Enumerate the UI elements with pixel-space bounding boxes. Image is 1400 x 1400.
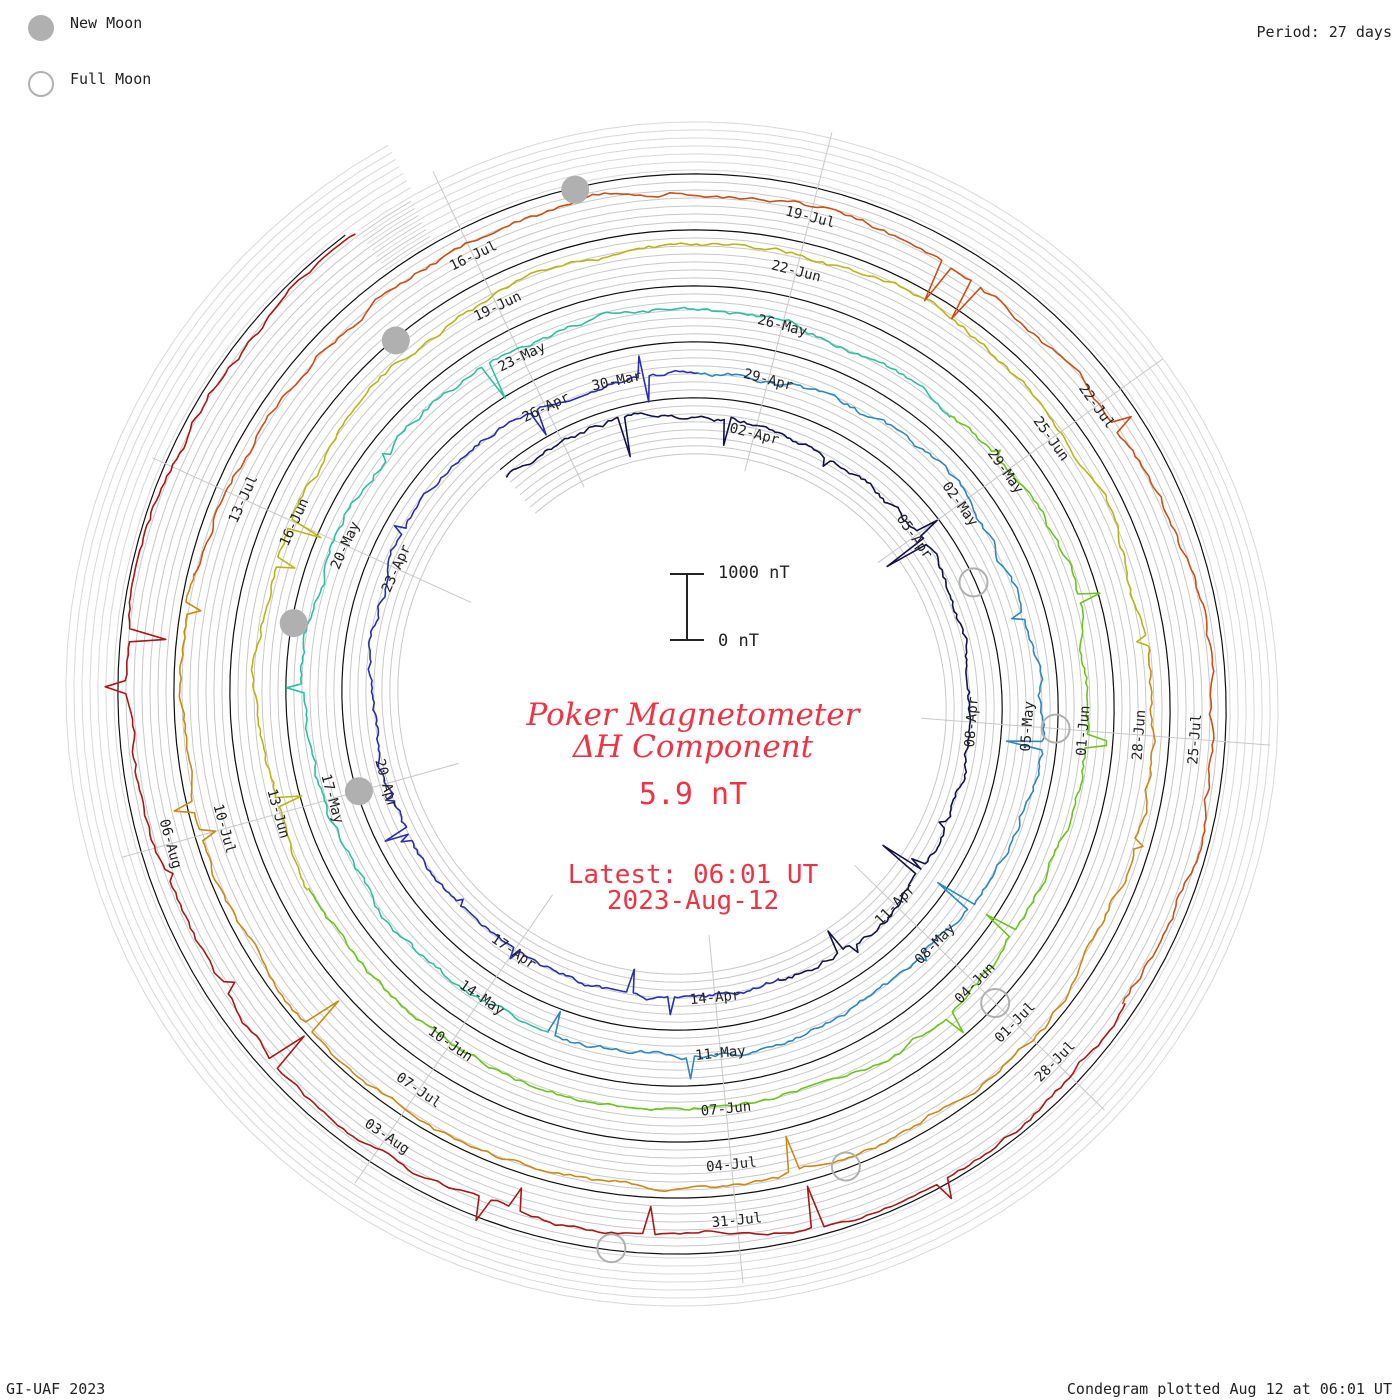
- magnetometer-trace-segment: [307, 414, 1108, 1111]
- date-tick-label: 08-Apr: [962, 696, 982, 748]
- grid-spiral-outer: [97, 153, 1247, 1275]
- day-spoke: [877, 358, 1163, 564]
- day-spoke: [921, 717, 1271, 746]
- date-tick-label: 26-Apr: [520, 390, 573, 426]
- latest-time: Latest: 06:01 UT: [567, 860, 819, 890]
- day-spoke: [708, 934, 744, 1284]
- magnetometer-trace-segment: [285, 306, 951, 1034]
- full-moon-marker: [980, 988, 1011, 1018]
- date-tick-label: 05-May: [1018, 701, 1038, 753]
- full-moon-legend-icon: [28, 71, 54, 97]
- day-spoke: [354, 894, 554, 1184]
- date-tick-label: 07-Jun: [700, 1099, 752, 1120]
- new-moon-marker: [344, 777, 373, 806]
- grid-spiral: [125, 181, 1219, 1247]
- date-tick-label: 14-Apr: [689, 987, 741, 1008]
- grid-spiral-outer: [89, 145, 1255, 1283]
- baseline-spiral: [117, 173, 1227, 1255]
- date-tick-label: 23-May: [496, 339, 549, 375]
- scale-bottom-label: 0 nT: [718, 631, 759, 651]
- magnetometer-trace-segment: [104, 233, 1126, 1236]
- grid-spiral-outer: [113, 169, 1231, 1259]
- magnetometer-trace-segment: [173, 573, 1156, 1193]
- new-moon-marker: [381, 326, 410, 355]
- date-tick-label: 28-Jun: [1129, 709, 1149, 761]
- current-value: 5.9 nT: [638, 777, 748, 812]
- date-tick-label: 19-Jun: [471, 289, 524, 325]
- day-spoke: [744, 132, 833, 472]
- baseline-spiral-path: [117, 173, 1227, 1255]
- grid-spiral: [141, 197, 1203, 1231]
- credit-label: GI-UAF 2023: [6, 1380, 106, 1398]
- full-moon-marker: [830, 1151, 861, 1182]
- new-moon-legend-icon: [28, 15, 54, 41]
- day-spoke: [854, 864, 1105, 1111]
- day-spoke: [152, 457, 472, 603]
- grid-spiral-outer: [65, 121, 1279, 1307]
- full-moon-marker: [958, 567, 989, 598]
- full-moon-marker: [596, 1233, 627, 1264]
- latest-date: 2023-Aug-12: [606, 886, 780, 916]
- date-tick-label: 31-Jul: [711, 1210, 763, 1231]
- new-moon-legend-label: New Moon: [70, 14, 143, 32]
- date-tick-label: 25-Jul: [1185, 713, 1205, 765]
- magnetometer-trace-segment: [193, 192, 1215, 1005]
- period-label: Period: 27 days: [1256, 23, 1392, 41]
- magnetometer-trace-segment: [250, 242, 1151, 891]
- chart-title-line2: ΔH Component: [572, 729, 814, 765]
- day-spokes: [121, 132, 1271, 1284]
- magnetometer-trace-segment: [505, 412, 972, 981]
- grid-spiral: [165, 221, 1179, 1207]
- date-tick-label: 01-Jun: [1074, 705, 1094, 757]
- grid-spiral-outer: [105, 161, 1239, 1267]
- full-moon-legend-label: Full Moon: [70, 70, 152, 88]
- new-moon-marker: [279, 609, 308, 638]
- magnetometer-trace-segment: [367, 355, 780, 1016]
- data-series: [104, 192, 1215, 1236]
- grid-spiral: [133, 189, 1211, 1239]
- day-spoke: [432, 171, 585, 488]
- date-tick-label: 04-Jul: [705, 1155, 757, 1176]
- date-tick-label: 16-Jul: [447, 238, 500, 274]
- grid-spiral-outer: [73, 129, 1271, 1299]
- magnetometer-trace-segment: [546, 372, 1046, 1080]
- date-tick-label: 11-May: [695, 1043, 747, 1064]
- spiral-grid: [65, 121, 1279, 1307]
- new-moon-marker: [561, 175, 590, 204]
- scale-top-label: 1000 nT: [718, 563, 790, 583]
- moon-markers: [279, 175, 1071, 1264]
- full-moon-marker: [1040, 713, 1071, 744]
- chart-title-line1: Poker Magnetometer: [526, 697, 860, 733]
- plotted-timestamp: Condegram plotted Aug 12 at 06:01 UT: [1066, 1380, 1392, 1398]
- grid-spiral-outer: [81, 137, 1263, 1291]
- scale-bar: [670, 573, 704, 641]
- grid-spiral: [157, 213, 1187, 1215]
- day-spoke: [121, 762, 459, 858]
